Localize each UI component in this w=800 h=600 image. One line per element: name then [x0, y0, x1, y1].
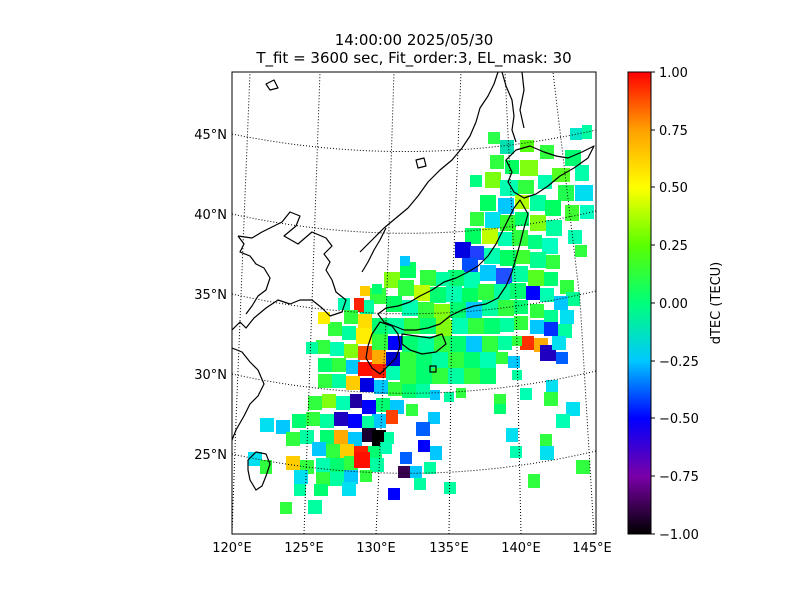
lon-label: 145°E	[572, 541, 612, 556]
colorbar-gradient	[627, 71, 652, 535]
map-frame	[231, 71, 597, 535]
lat-label: 25°N	[194, 448, 227, 463]
colorbar-tick: −0.75	[659, 470, 699, 485]
colorbar-tick: −0.50	[659, 412, 699, 427]
colorbar-tick: −1.00	[659, 528, 699, 543]
colorbar-tick: 0.25	[659, 239, 688, 254]
colorbar: 1.00 0.75 0.50 0.25 0.00 −0.25 −0.50 −0.…	[627, 66, 724, 543]
dtec-data-cells	[248, 125, 594, 514]
colorbar-label: dTEC (TECU)	[709, 262, 724, 345]
lon-label: 140°E	[501, 541, 541, 556]
lon-label: 120°E	[212, 541, 252, 556]
latitude-labels: 45°N 40°N 35°N 30°N 25°N	[194, 128, 227, 463]
colorbar-tick: 0.75	[659, 124, 688, 139]
lat-label: 45°N	[194, 128, 227, 143]
lat-label: 35°N	[194, 288, 227, 303]
lon-label: 130°E	[356, 541, 396, 556]
longitude-labels: 120°E 125°E 130°E 135°E 140°E 145°E	[212, 541, 612, 556]
lat-label: 30°N	[194, 368, 227, 383]
lon-label: 135°E	[429, 541, 469, 556]
colorbar-tick: −0.25	[659, 355, 699, 370]
lat-label: 40°N	[194, 208, 227, 223]
map-title-params: T_fit = 3600 sec, Fit_order:3, EL_mask: …	[256, 49, 572, 67]
graticule	[232, 72, 596, 534]
colorbar-tick: 0.00	[659, 297, 688, 312]
colorbar-tick: 1.00	[659, 66, 688, 81]
map-title-time: 14:00:00 2025/05/30	[334, 31, 494, 49]
lon-label: 125°E	[284, 541, 324, 556]
coastlines	[232, 72, 595, 491]
colorbar-tick: 0.50	[659, 181, 688, 196]
